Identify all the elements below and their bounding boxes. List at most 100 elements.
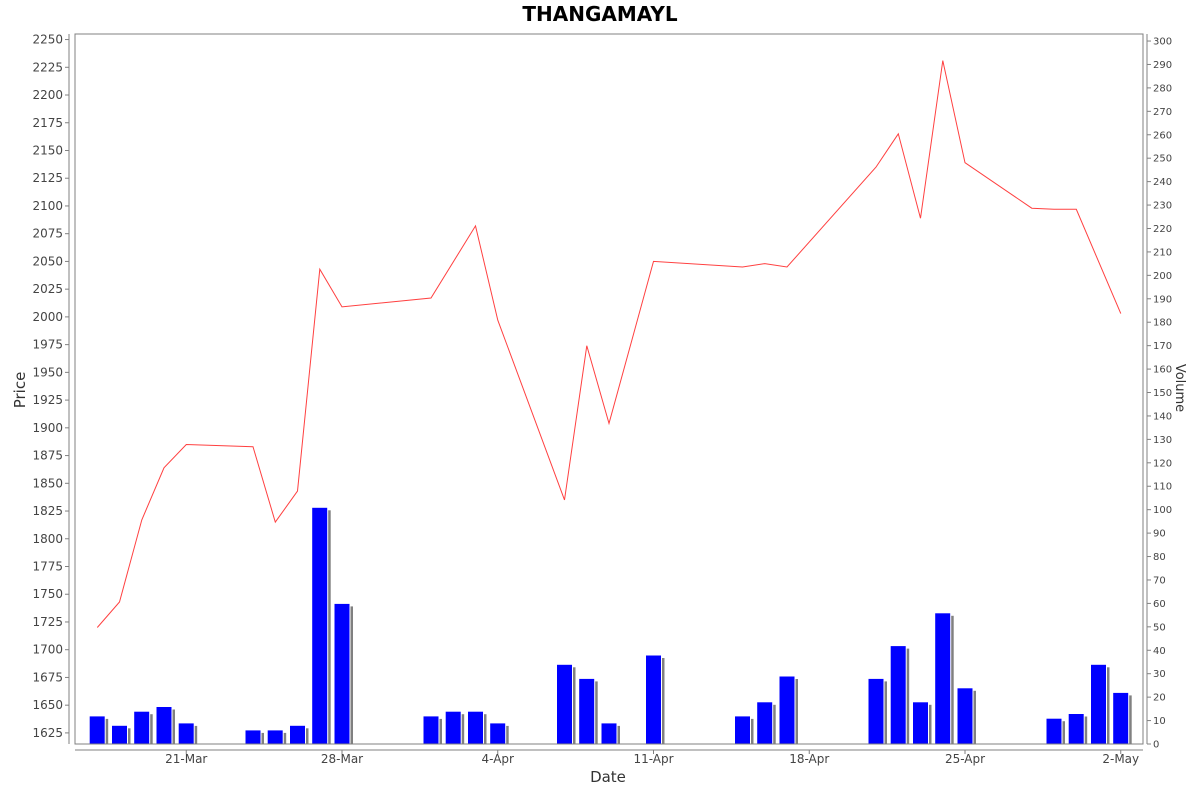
y-tick-label: 1700 (32, 643, 63, 657)
y2-tick-label: 140 (1153, 411, 1172, 422)
volume-bar (956, 687, 974, 745)
y-tick-label: 2200 (32, 88, 63, 102)
y-tick-label: 1875 (32, 449, 63, 463)
y2-tick-label: 280 (1153, 83, 1172, 94)
y2-tick-label: 90 (1153, 529, 1166, 540)
x-tick-label: 25-Apr (945, 752, 985, 766)
volume-bar (600, 722, 618, 745)
y2-tick-label: 20 (1153, 693, 1166, 704)
volume-bar (333, 602, 351, 745)
y-tick-label: 2225 (32, 60, 63, 74)
y2-tick-label: 10 (1153, 716, 1166, 727)
volume-bar (489, 722, 507, 745)
x-tick-label: 11-Apr (633, 752, 673, 766)
price-line-layer (96, 60, 1122, 628)
chart-title: THANGAMAYL (522, 2, 678, 26)
volume-bar (889, 645, 907, 745)
volume-bar (1112, 691, 1130, 745)
y2-axis-label: Volume (1172, 364, 1187, 412)
volume-bar (177, 722, 195, 745)
plot-border (74, 33, 1144, 745)
y-tick-label: 1675 (32, 670, 63, 684)
y2-tick-label: 160 (1153, 365, 1172, 376)
volume-bar (289, 724, 306, 745)
y2-tick-label: 270 (1153, 107, 1172, 118)
volume-bar (1067, 713, 1085, 745)
y-tick-label: 1975 (32, 338, 63, 352)
x-tick-label: 18-Apr (789, 752, 829, 766)
volume-bar (467, 710, 484, 745)
y2-tick-label: 30 (1153, 669, 1166, 680)
volume-bar (133, 710, 151, 745)
volume-bar (111, 724, 128, 745)
y2-tick-label: 150 (1153, 388, 1172, 399)
x-tick-label: 2-May (1102, 752, 1139, 766)
price-line (96, 60, 1122, 628)
y2-tick-label: 130 (1153, 435, 1172, 446)
volume-bar (934, 612, 952, 745)
volume-bar (311, 506, 329, 745)
y-tick-label: 1925 (32, 393, 63, 407)
y-tick-label: 1800 (32, 532, 63, 546)
volume-bar (422, 715, 440, 745)
volume-bar (155, 706, 173, 745)
y-axis-label: Price (11, 372, 29, 409)
y-tick-label: 1950 (32, 365, 63, 379)
y-tick-label: 2250 (32, 33, 63, 47)
volume-bar (778, 675, 796, 745)
x-tick-label: 28-Mar (321, 752, 363, 766)
y-tick-label: 1625 (32, 726, 63, 740)
y-tick-label: 2075 (32, 227, 63, 241)
y-tick-label: 1775 (32, 560, 63, 574)
volume-bar (756, 701, 774, 745)
y-tick-label: 1850 (32, 476, 63, 490)
y-tick-label: 2175 (32, 116, 63, 130)
y-tick-label: 2100 (32, 199, 63, 213)
x-tick-label: 4-Apr (482, 752, 515, 766)
y2-tick-label: 250 (1153, 154, 1172, 165)
y-tick-label: 2125 (32, 171, 63, 185)
y-tick-label: 1750 (32, 587, 63, 601)
volume-bar (556, 663, 573, 745)
volume-bar (912, 701, 929, 745)
y-tick-label: 1725 (32, 615, 63, 629)
x-axis-label: Date (590, 768, 626, 786)
x-tick-label: 21-Mar (165, 752, 207, 766)
volume-bar (244, 729, 262, 745)
y2-tick-label: 120 (1153, 458, 1172, 469)
y2-tick-label: 100 (1153, 505, 1172, 516)
y2-tick-label: 210 (1153, 247, 1172, 258)
y2-tick-label: 200 (1153, 271, 1172, 282)
y2-tick-label: 70 (1153, 575, 1166, 586)
volume-bar (867, 677, 885, 745)
y-tick-label: 1900 (32, 421, 63, 435)
y2-tick-label: 180 (1153, 318, 1172, 329)
y2-tick-label: 260 (1153, 130, 1172, 141)
volume-bar (645, 654, 662, 745)
y2-tick-label: 50 (1153, 622, 1166, 633)
y-tick-label: 2025 (32, 282, 63, 296)
axes: 1625165016751700172517501775180018251850… (32, 33, 1172, 766)
y2-tick-label: 0 (1153, 740, 1159, 751)
y-tick-label: 1825 (32, 504, 63, 518)
y-tick-label: 2150 (32, 143, 63, 157)
y2-tick-label: 170 (1153, 341, 1172, 352)
y-tick-label: 1650 (32, 698, 63, 712)
volume-bar (1090, 663, 1107, 745)
y2-tick-label: 220 (1153, 224, 1172, 235)
y2-tick-label: 60 (1153, 599, 1166, 610)
y-tick-label: 2000 (32, 310, 63, 324)
y2-tick-label: 290 (1153, 60, 1172, 71)
y2-tick-label: 300 (1153, 37, 1172, 48)
y2-tick-label: 190 (1153, 294, 1172, 305)
volume-bar (578, 677, 596, 745)
plot-frame (74, 33, 1144, 745)
y-tick-label: 2050 (32, 254, 63, 268)
y2-tick-label: 80 (1153, 552, 1166, 563)
volume-bar (88, 715, 106, 745)
y2-tick-label: 110 (1153, 482, 1172, 493)
volume-bar (266, 729, 284, 745)
y2-tick-label: 240 (1153, 177, 1172, 188)
